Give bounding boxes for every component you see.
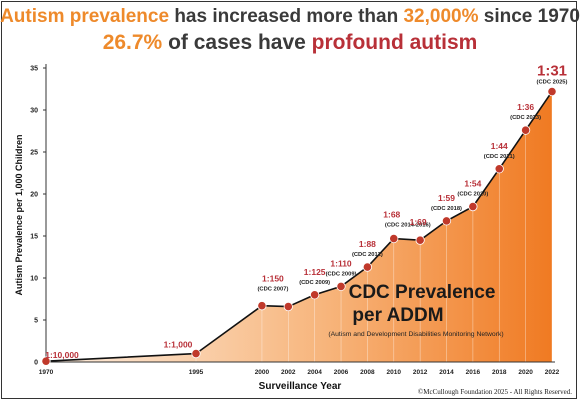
x-tick-label: 1970: [39, 369, 54, 376]
headline-line-2: 26.7% of cases have profound autism: [0, 31, 580, 55]
x-tick-label: 2014: [439, 369, 454, 376]
data-sublabel: (CDC 2023): [510, 115, 541, 121]
area-fill: [46, 91, 552, 363]
data-point: [310, 290, 320, 300]
headline-increase-text: has increased more than: [169, 6, 404, 27]
copyright-footer: ©McCullough Foundation 2025 - All Rights…: [417, 388, 572, 396]
y-tick-label: 5: [34, 318, 38, 325]
data-label: 1:68: [383, 210, 400, 220]
data-point: [521, 125, 531, 135]
data-point: [415, 235, 425, 245]
headline-line-1: Autism prevalence has increased more tha…: [0, 6, 580, 28]
data-point: [257, 301, 267, 311]
y-tick-label: 25: [30, 150, 38, 157]
data-label: 1:125: [304, 267, 326, 277]
data-label: 1:59: [438, 193, 455, 203]
headline-since: since 1970: [478, 6, 580, 27]
data-label: 1:150: [262, 274, 284, 284]
x-tick-label: 2016: [466, 369, 481, 376]
data-label: 1:69: [410, 217, 427, 227]
y-tick-label: 0: [34, 360, 38, 367]
chart-subtitle: (Autism and Development Disabilities Mon…: [328, 331, 503, 338]
chart-title-line-2: per ADDM: [352, 305, 443, 326]
data-point: [494, 164, 504, 174]
headline-profound: profound autism: [311, 31, 478, 54]
y-tick-label: 35: [30, 66, 38, 73]
x-tick-label: 2002: [281, 369, 296, 376]
data-point: [441, 216, 452, 226]
data-sublabel: (CDC 2021): [484, 154, 515, 160]
x-tick-label: 2004: [307, 369, 322, 376]
y-tick-label: 15: [30, 234, 38, 241]
data-sublabel: (CDC 2007): [257, 287, 288, 293]
data-label: 1:36: [517, 102, 534, 112]
x-tick-label: 2020: [518, 369, 533, 376]
data-sublabel: (CDC 2009): [299, 280, 330, 286]
x-tick-label: 2018: [492, 369, 507, 376]
headline-prevalence: Autism prevalence: [0, 6, 170, 27]
data-point: [336, 281, 346, 291]
x-axis-label: Surveillance Year: [259, 381, 342, 392]
x-tick-label: 2008: [360, 369, 375, 376]
data-sublabel: (CDC 2025): [537, 80, 568, 86]
data-label: 1:1,000: [164, 340, 193, 350]
data-label: 1:88: [359, 239, 376, 249]
x-tick-label: 2012: [413, 369, 428, 376]
x-tick-label: 2000: [255, 369, 270, 376]
data-point: [468, 202, 478, 212]
data-sublabel: (CDC 2012): [352, 252, 383, 258]
y-axis-label: Autism Prevalence per 1,000 Children: [14, 134, 24, 295]
y-tick-label: 20: [30, 192, 38, 199]
y-tick-label: 10: [30, 276, 38, 283]
data-point: [389, 233, 399, 244]
data-label: 1:54: [464, 179, 481, 189]
data-point: [547, 86, 557, 97]
y-tick-label: 30: [30, 108, 38, 115]
data-point: [41, 356, 51, 366]
x-tick-label: 1995: [189, 369, 204, 376]
data-point: [283, 301, 293, 312]
x-tick-label: 2010: [387, 369, 402, 376]
data-point: [362, 262, 373, 272]
data-label: 1:110: [330, 258, 352, 268]
headline-cases-text: of cases have: [162, 31, 312, 54]
data-point: [191, 348, 201, 359]
chart-title-line-1: CDC Prevalence: [349, 282, 496, 303]
data-sublabel: (CDC 2014-2016): [385, 223, 431, 229]
headline-percent: 32,000%: [403, 6, 479, 27]
data-sublabel: (CDC 2020): [457, 192, 488, 198]
headline-share: 26.7%: [102, 31, 163, 54]
data-sublabel: (CDC 2018): [431, 206, 462, 212]
data-label: 1:10,000: [45, 350, 79, 360]
data-label: 1:31: [537, 63, 567, 80]
x-tick-label: 2022: [545, 369, 560, 376]
x-tick-label: 2006: [334, 369, 349, 376]
data-sublabel: (CDC 2009): [326, 271, 357, 277]
data-label: 1:44: [491, 141, 508, 151]
